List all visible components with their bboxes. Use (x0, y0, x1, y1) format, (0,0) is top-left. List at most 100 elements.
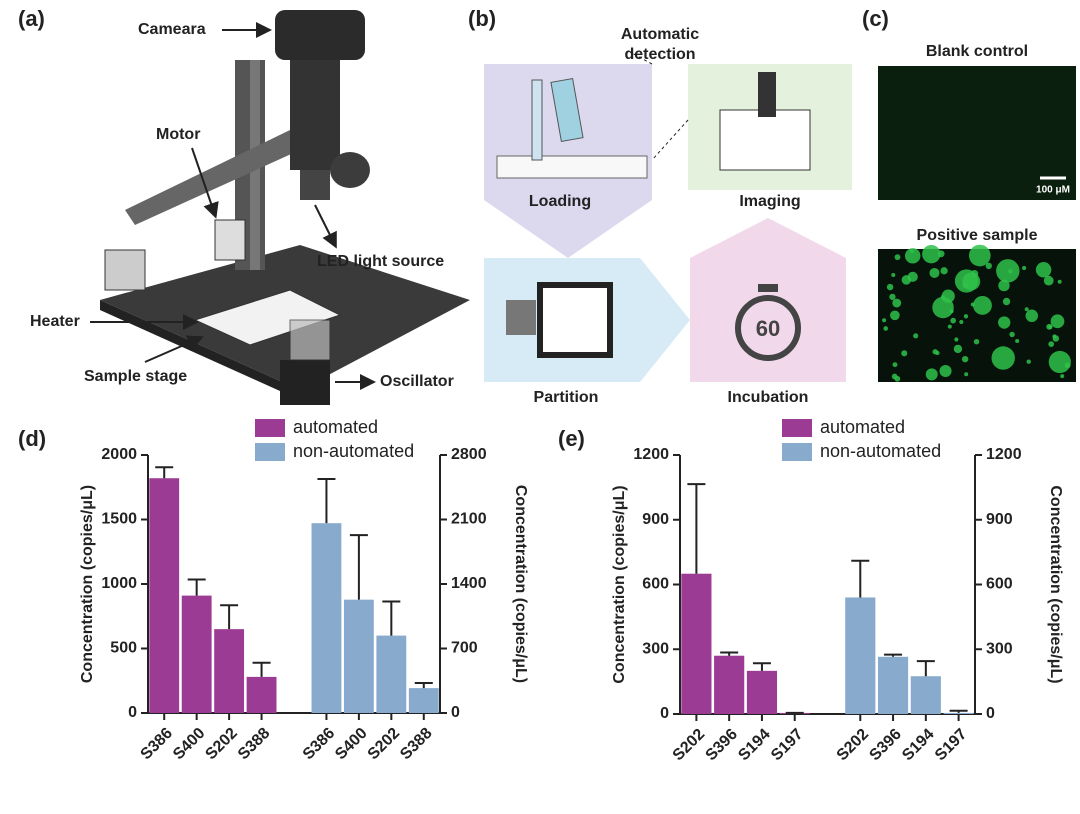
x-tick-label: S197 (932, 726, 971, 765)
annotation: LED light source (317, 253, 444, 270)
error-bar (752, 662, 771, 671)
droplet (949, 309, 954, 314)
droplet (950, 317, 957, 324)
y-axis-label: Concentration (copies/μL) (611, 485, 628, 683)
droplet (1026, 359, 1031, 364)
droplet (1052, 335, 1060, 342)
error-bar (349, 534, 368, 600)
bar (376, 635, 407, 713)
droplet (1064, 362, 1071, 369)
droplet (1043, 275, 1054, 286)
droplet (1015, 338, 1020, 344)
y2-tick-label: 0 (986, 705, 995, 722)
y-tick-label: 600 (642, 576, 669, 593)
x-tick-label: S202 (834, 726, 873, 765)
droplet (1057, 279, 1062, 284)
droplet (1048, 350, 1071, 374)
image-title: Positive sample (917, 227, 1038, 244)
x-tick-label: S197 (768, 726, 807, 765)
droplet (1046, 323, 1053, 330)
error-bar (916, 660, 935, 677)
y-tick-label: 0 (128, 704, 137, 721)
droplet (954, 337, 959, 342)
legend-label: automated (820, 417, 905, 437)
apparatus (100, 10, 470, 405)
droplet (973, 338, 980, 345)
droplet (940, 295, 945, 300)
droplet (891, 373, 898, 380)
legend-swatch (782, 419, 812, 437)
x-tick-label: S396 (866, 726, 905, 765)
bar (910, 676, 941, 714)
error-bar (720, 651, 739, 656)
panel-label: (b) (468, 6, 496, 31)
y2-tick-label: 600 (986, 576, 1013, 593)
y2-tick-label: 1400 (451, 575, 487, 592)
droplet (1002, 297, 1011, 306)
droplet (1009, 331, 1015, 338)
y2-tick-label: 900 (986, 511, 1013, 528)
y-tick-label: 0 (660, 705, 669, 722)
droplet (962, 282, 969, 288)
droplet (932, 296, 954, 319)
droplet (968, 244, 991, 267)
bar (714, 655, 745, 714)
x-tick-label: S396 (703, 726, 742, 765)
droplet (996, 259, 1020, 283)
droplet (937, 250, 945, 258)
y-axis-label: Concentration (copies/μL) (79, 485, 96, 683)
y-tick-label: 500 (110, 640, 137, 657)
bar (408, 688, 439, 713)
y-tick-label: 1000 (101, 575, 137, 592)
legend-label: non-automated (293, 441, 414, 461)
y-tick-label: 900 (642, 511, 669, 528)
annotation: Cameara (138, 21, 206, 38)
droplet (947, 324, 952, 329)
y2-tick-label: 2100 (451, 511, 487, 528)
y2-tick-label: 0 (451, 704, 460, 721)
droplet (913, 333, 919, 339)
error-bar (884, 653, 903, 657)
x-tick-label: S194 (899, 726, 938, 765)
step-label: Automatic (621, 26, 699, 43)
annotation-arrows (90, 22, 376, 390)
bar (181, 595, 212, 713)
image-title: Blank control (926, 43, 1028, 60)
panel-label: (a) (18, 6, 45, 31)
y-tick-label: 1500 (101, 511, 137, 528)
droplet (907, 271, 918, 282)
panel-label: (e) (558, 426, 585, 451)
droplet (1050, 314, 1065, 329)
droplet (1035, 262, 1052, 278)
timer-label: 60 (756, 316, 780, 341)
x-tick-label: S388 (235, 725, 274, 764)
y-tick-label: 1200 (633, 446, 669, 463)
x-tick-label: S194 (735, 726, 774, 765)
droplet (892, 298, 902, 308)
legend-swatch (255, 419, 285, 437)
step-label: Incubation (728, 389, 809, 406)
y2-axis-label: Concentration (copies/μL) (1047, 485, 1064, 683)
bar (311, 523, 342, 713)
droplet (901, 350, 908, 357)
droplet (1024, 307, 1029, 312)
y2-tick-label: 2800 (451, 446, 487, 463)
panel-label: (c) (862, 6, 889, 31)
y2-tick-label: 700 (451, 640, 478, 657)
x-tick-label: S202 (202, 725, 241, 764)
x-tick-label: S400 (170, 725, 209, 764)
x-tick-label: S386 (300, 725, 339, 764)
legend-label: non-automated (820, 441, 941, 461)
error-bar (187, 578, 206, 596)
panel-label: (d) (18, 426, 46, 451)
droplet (961, 355, 969, 363)
droplet (883, 326, 889, 331)
bar (845, 597, 876, 714)
micrograph (878, 66, 1076, 200)
error-bar (414, 682, 433, 689)
bar (214, 629, 245, 713)
bar (149, 478, 180, 713)
step-label: Loading (529, 193, 591, 210)
x-tick-label: S386 (138, 725, 177, 764)
